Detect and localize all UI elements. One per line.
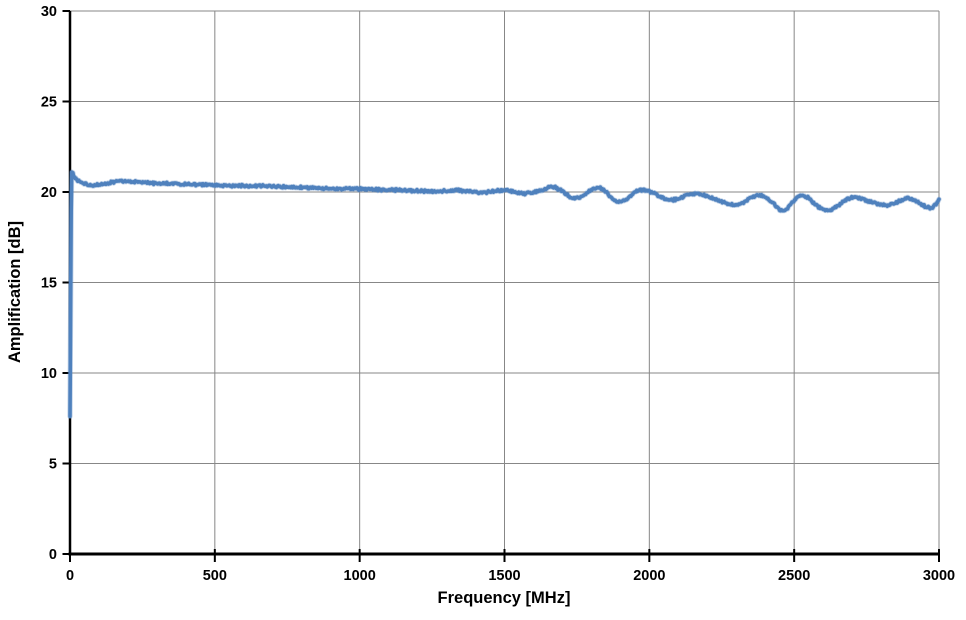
- data-series: [67, 169, 942, 419]
- x-tick-label: 1000: [344, 568, 376, 584]
- x-tick-label: 3000: [923, 568, 955, 584]
- x-tick-label: 2000: [633, 568, 665, 584]
- y-tick-label: 20: [41, 185, 57, 201]
- x-tick-label: 1500: [488, 568, 520, 584]
- x-tick-label: 2500: [778, 568, 810, 584]
- gridlines: [70, 10, 940, 554]
- axes: [62, 10, 940, 562]
- y-tick-label: 0: [49, 547, 57, 563]
- y-axis-title: Amplification [dB]: [6, 221, 24, 363]
- y-tick-label: 5: [49, 457, 57, 473]
- y-tick-label: 30: [41, 4, 57, 20]
- y-tick-label: 15: [41, 276, 57, 292]
- y-tick-label: 25: [41, 95, 57, 111]
- x-tick-label: 500: [203, 568, 227, 584]
- x-axis-title: Frequency [MHz]: [438, 589, 571, 607]
- y-tick-label: 10: [41, 366, 57, 382]
- x-tick-label: 0: [66, 568, 74, 584]
- series-line-amplification: [68, 170, 941, 419]
- tick-labels: 0 5 10 15 20 25 30 0 500 1000 1500 2000 2500 3000: [41, 4, 955, 584]
